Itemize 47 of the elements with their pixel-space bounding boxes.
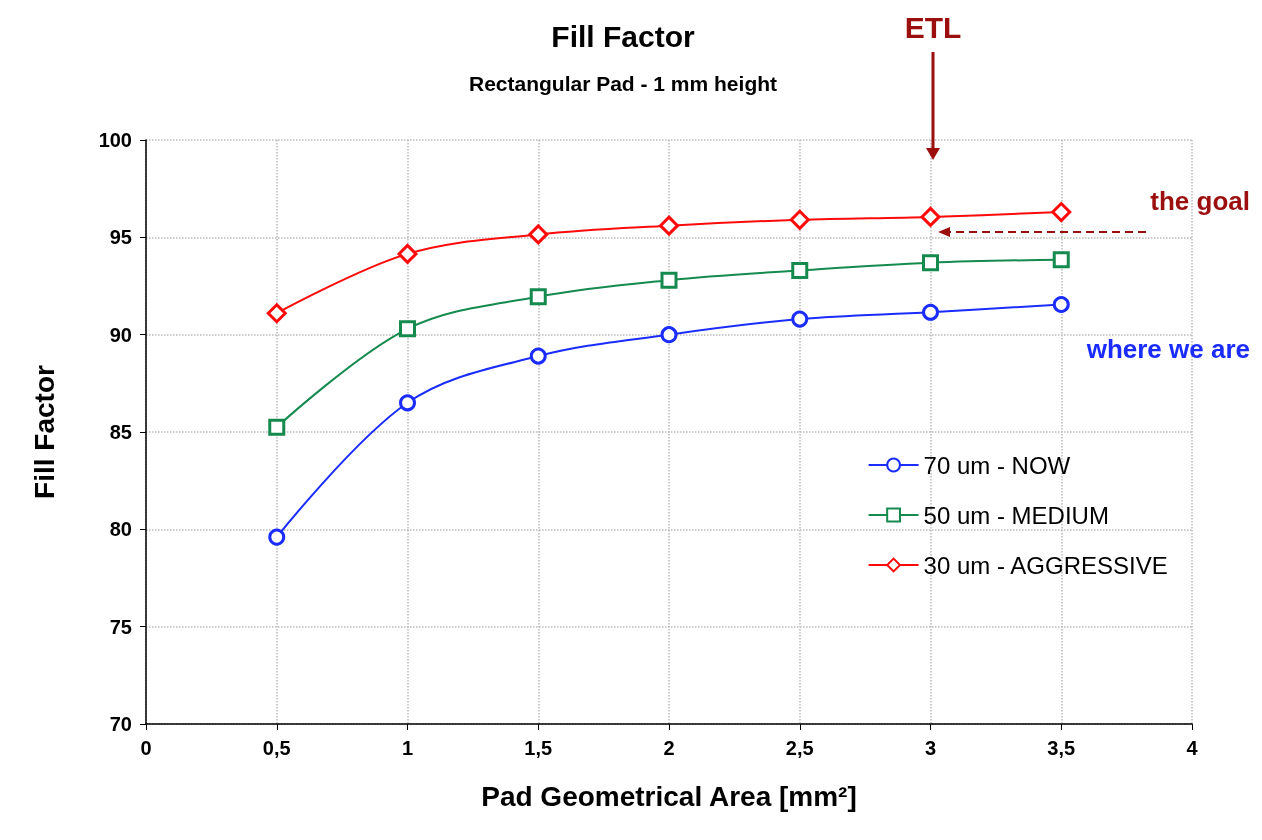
- legend-label: 30 um - AGGRESSIVE: [923, 551, 1168, 579]
- point: [1051, 202, 1072, 223]
- point: [922, 303, 939, 321]
- x-tick-label: 2: [663, 737, 675, 759]
- annotation: where we are: [1085, 334, 1250, 364]
- point: [660, 271, 678, 289]
- x-tick-label: 0,5: [262, 737, 291, 759]
- point: [529, 288, 547, 306]
- x-tick-label: 3: [924, 737, 937, 759]
- point: [268, 528, 286, 546]
- y-axis-title: Fill Factor: [28, 365, 60, 499]
- x-tick-label: 4: [1186, 737, 1199, 759]
- point: [266, 303, 287, 324]
- point: [399, 320, 416, 338]
- y-tick-label: 75: [109, 615, 132, 638]
- point: [789, 209, 810, 230]
- text: ETL: [904, 10, 962, 44]
- y-tick-label: 100: [98, 129, 132, 151]
- y-tick-label: 80: [109, 518, 132, 541]
- chart-subtitle: Rectangular Pad - 1 mm height: [468, 72, 778, 95]
- point: [791, 261, 809, 279]
- point: [268, 418, 286, 436]
- point: [528, 224, 549, 245]
- point: [1052, 296, 1070, 313]
- x-axis-title: Pad Geometrical Area [mm²]: [481, 780, 857, 812]
- point: [529, 347, 547, 365]
- y-tick-label: 90: [109, 323, 132, 346]
- point: [397, 243, 418, 264]
- point: [659, 215, 679, 236]
- point: [791, 310, 809, 328]
- x-tick-label: 2,5: [785, 737, 814, 759]
- point: [920, 206, 941, 227]
- x-tick-label: 0: [140, 737, 152, 759]
- point: [1052, 251, 1070, 269]
- chart-title: Fill Factor: [551, 19, 695, 53]
- point: [660, 326, 678, 344]
- x-tick-label: 1,5: [524, 737, 553, 759]
- x-tick-label: 1: [401, 737, 414, 759]
- y-tick-label: 70: [109, 713, 132, 735]
- legend-label: 50 um - MEDIUM: [923, 501, 1109, 529]
- y-tick-label: 85: [109, 421, 132, 443]
- x-tick-label: 3,5: [1047, 737, 1076, 759]
- y-tick-label: 95: [109, 226, 132, 249]
- annotation: the goal: [1150, 186, 1250, 216]
- legend-label: 70 um - NOW: [923, 451, 1071, 479]
- point: [922, 254, 939, 272]
- point: [399, 394, 416, 412]
